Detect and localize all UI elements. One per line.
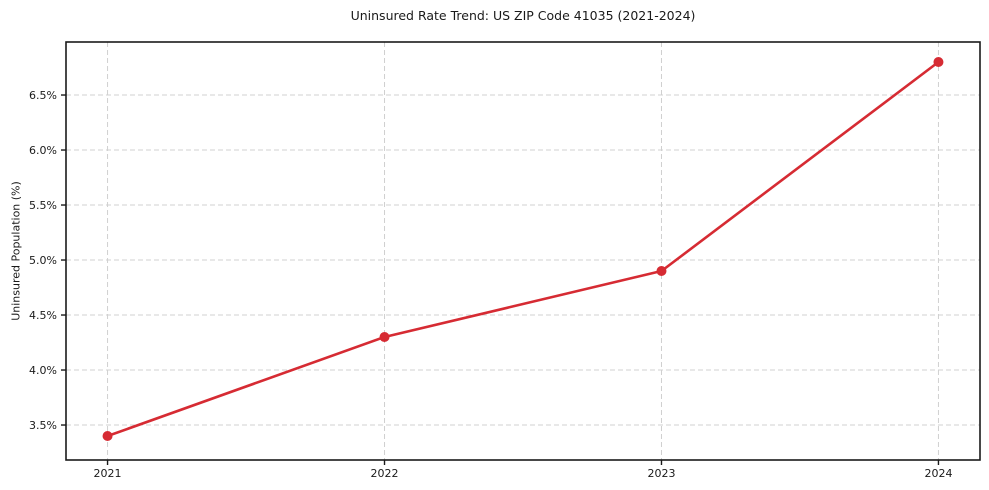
- y-tick-label: 4.0%: [29, 364, 57, 377]
- y-tick-label: 6.5%: [29, 89, 57, 102]
- y-tick-label: 5.5%: [29, 199, 57, 212]
- data-point-marker: [379, 332, 390, 343]
- y-tick-label: 5.0%: [29, 254, 57, 267]
- x-tick-label: 2022: [371, 467, 399, 480]
- data-point-marker: [933, 57, 944, 68]
- chart-title: Uninsured Rate Trend: US ZIP Code 41035 …: [350, 8, 696, 23]
- y-tick-label: 4.5%: [29, 309, 57, 322]
- x-tick-label: 2024: [924, 467, 952, 480]
- data-point-marker: [102, 431, 113, 442]
- y-tick-label: 3.5%: [29, 419, 57, 432]
- x-tick-label: 2023: [647, 467, 675, 480]
- y-axis-label: Uninsured Population (%): [9, 181, 23, 321]
- data-point-marker: [656, 266, 667, 277]
- x-tick-label: 2021: [94, 467, 122, 480]
- trend-line: [106, 60, 940, 438]
- y-tick-label: 6.0%: [29, 144, 57, 157]
- plot-border: [65, 41, 981, 461]
